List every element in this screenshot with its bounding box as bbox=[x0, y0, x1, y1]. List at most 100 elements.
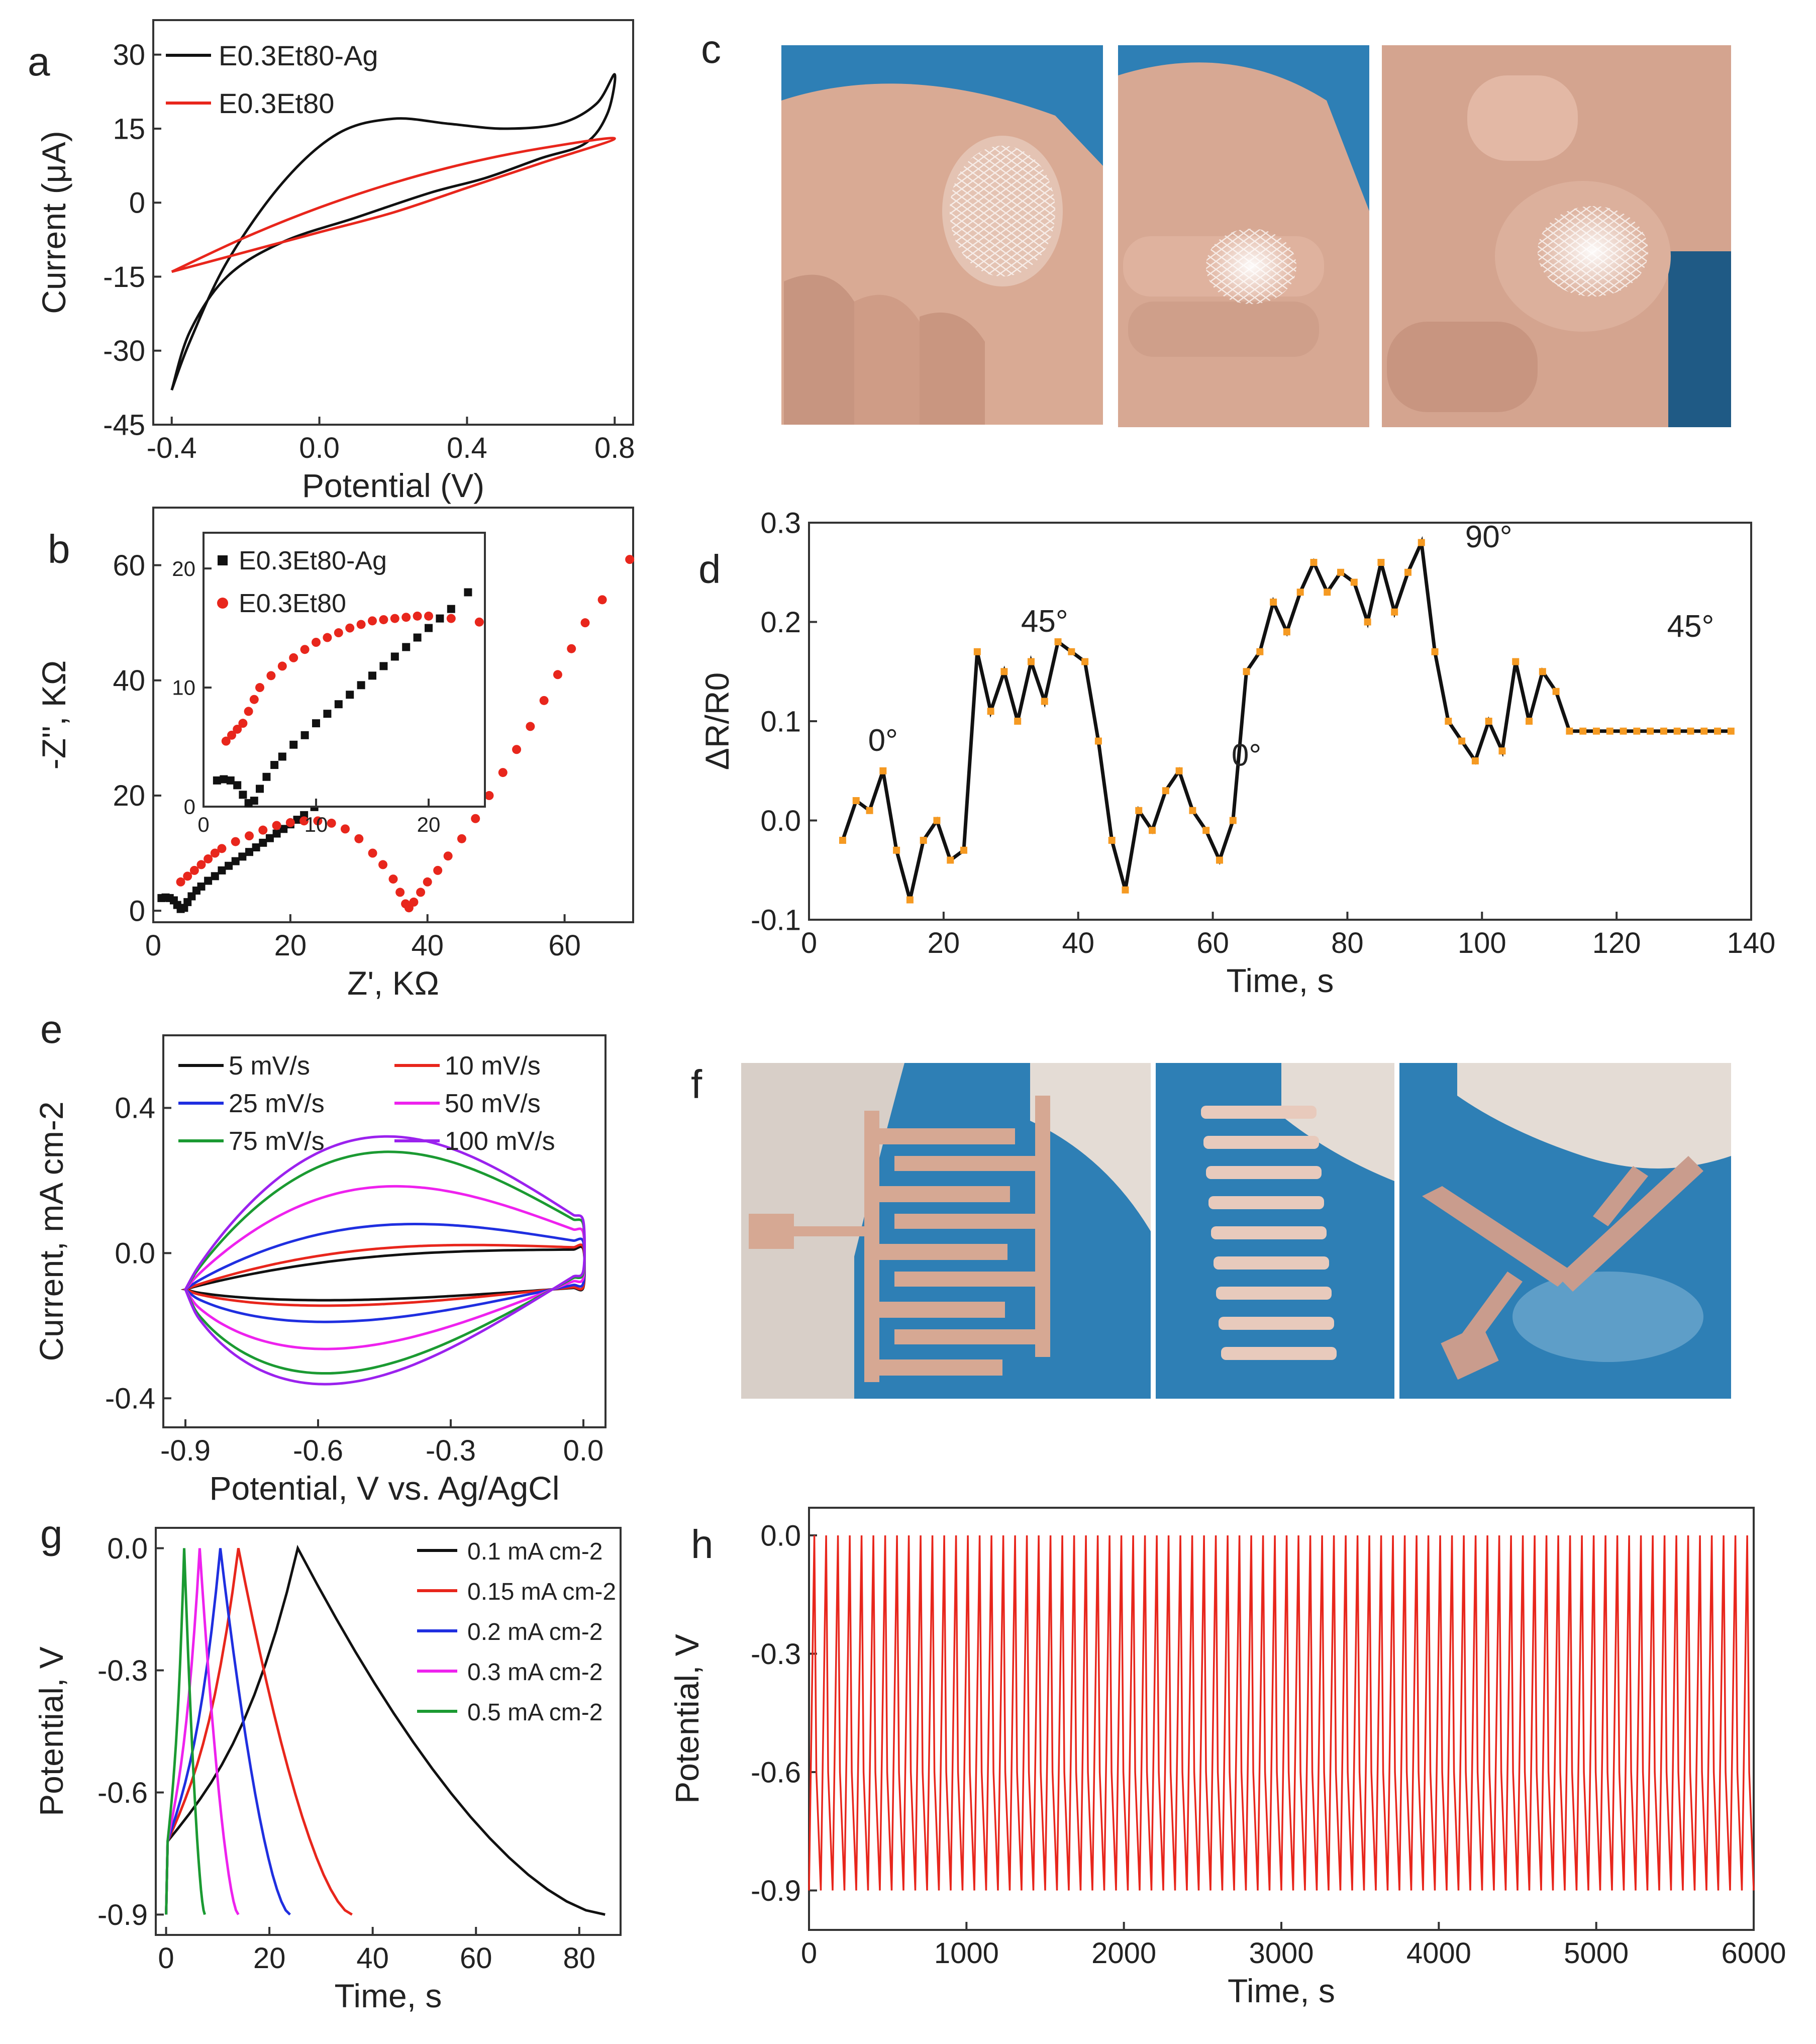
y-tick-label: 20 bbox=[172, 557, 195, 580]
x-tick-label: 0.0 bbox=[299, 432, 340, 464]
gcd-curve-5 bbox=[165, 1548, 207, 1915]
chart-h-cycling: 0 1000 2000 3000 4000 5000 6000 -0.9 -0.6 -0.3 0.0… bbox=[668, 1507, 1786, 2009]
panel-letter-f: f bbox=[691, 1062, 702, 1107]
x-tick-label: 0.4 bbox=[447, 432, 487, 464]
data-point bbox=[443, 851, 453, 861]
data-point bbox=[379, 615, 388, 624]
electrode-twisted-strips bbox=[1422, 1156, 1703, 1380]
data-point bbox=[1256, 648, 1264, 655]
data-point bbox=[270, 761, 279, 769]
x-tick-label: 60 bbox=[460, 1942, 492, 1975]
data-point bbox=[1149, 827, 1156, 834]
photo-f-twisted-electrode bbox=[1399, 1063, 1731, 1399]
data-point bbox=[1606, 727, 1613, 735]
angle-annotation: 90° bbox=[1465, 520, 1512, 554]
photo-c-fist-pinch bbox=[1382, 45, 1731, 427]
data-point bbox=[839, 837, 846, 844]
data-point bbox=[1000, 668, 1008, 675]
data-point bbox=[1081, 658, 1089, 665]
data-point bbox=[1270, 599, 1277, 606]
y-tick-label: 10 bbox=[172, 676, 195, 700]
data-point bbox=[1498, 747, 1506, 755]
y-tick-label: 0.0 bbox=[760, 805, 801, 837]
data-point bbox=[249, 695, 259, 704]
x-tick-label: 6000 bbox=[1721, 1937, 1786, 1970]
data-point bbox=[1445, 718, 1452, 725]
data-point bbox=[526, 722, 535, 731]
data-point bbox=[341, 824, 350, 834]
x-tick-label: 0 bbox=[801, 1937, 817, 1970]
legend-label: 50 mV/s bbox=[445, 1089, 541, 1118]
data-point bbox=[879, 767, 887, 774]
y-tick-label: 0.0 bbox=[115, 1237, 155, 1270]
data-point bbox=[1660, 727, 1667, 735]
x-tick-label: 100 bbox=[1458, 927, 1506, 959]
data-point bbox=[334, 700, 343, 709]
data-point bbox=[189, 865, 199, 875]
data-point bbox=[1552, 688, 1560, 695]
data-point bbox=[272, 829, 281, 838]
data-point bbox=[1337, 568, 1345, 576]
data-point bbox=[1404, 568, 1411, 576]
data-point bbox=[947, 856, 954, 864]
panel-letter-c: c bbox=[701, 27, 721, 71]
data-point bbox=[252, 843, 260, 852]
data-point bbox=[211, 872, 219, 881]
x-tick-label: 0 bbox=[158, 1942, 174, 1975]
plot-frame bbox=[155, 1527, 622, 1936]
y-tick-label: 0.2 bbox=[760, 606, 801, 639]
legend-label: 5 mV/s bbox=[229, 1051, 310, 1081]
x-tick-label: 0 bbox=[197, 813, 209, 836]
data-point bbox=[1041, 698, 1048, 705]
series-line-1 bbox=[170, 73, 617, 391]
legend-label: 100 mV/s bbox=[445, 1127, 555, 1156]
data-point bbox=[262, 772, 271, 781]
data-point bbox=[1512, 658, 1520, 665]
data-point bbox=[256, 785, 264, 793]
data-point bbox=[446, 614, 456, 623]
data-point bbox=[238, 852, 247, 861]
x-axis-label: Time, s bbox=[1227, 962, 1334, 999]
data-point bbox=[323, 633, 332, 642]
data-point bbox=[920, 837, 927, 844]
legend-label: 0.2 mA cm-2 bbox=[467, 1619, 602, 1645]
y-tick-label: 20 bbox=[113, 780, 145, 812]
y-tick-label: 0.0 bbox=[760, 1519, 801, 1552]
angle-annotation: 0° bbox=[868, 723, 898, 758]
data-point bbox=[1216, 856, 1223, 864]
data-point bbox=[567, 644, 576, 653]
data-point bbox=[312, 638, 321, 647]
data-point bbox=[378, 860, 388, 869]
y-axis-label: Potential, V bbox=[33, 1646, 70, 1816]
y-axis-label: Potential, V bbox=[668, 1634, 705, 1804]
photo-c-hand-back bbox=[781, 45, 1103, 425]
data-point bbox=[204, 854, 213, 863]
data-point bbox=[379, 662, 388, 670]
y-tick-label: -0.3 bbox=[751, 1638, 801, 1671]
legend-label: E0.3Et80 bbox=[219, 87, 334, 119]
data-point bbox=[227, 730, 236, 740]
data-point bbox=[255, 683, 264, 693]
y-tick-label: -0.1 bbox=[751, 904, 801, 936]
data-point bbox=[413, 633, 422, 642]
y-tick-label: 0 bbox=[184, 795, 195, 819]
legend-label: 25 mV/s bbox=[229, 1089, 325, 1118]
series-line-2 bbox=[171, 137, 616, 273]
data-point bbox=[401, 613, 411, 622]
legend-marker bbox=[217, 598, 228, 609]
data-point bbox=[368, 848, 377, 858]
data-point bbox=[1633, 727, 1641, 735]
chart-e-cv-rates: -0.9 -0.6 -0.3 0.0 -0.4 0.0 0.4 Potential, V vs… bbox=[33, 1034, 607, 1507]
data-point bbox=[987, 708, 994, 715]
data-point bbox=[238, 719, 248, 728]
x-axis-label: Time, s bbox=[1228, 1972, 1335, 2009]
x-tick-label: -0.9 bbox=[160, 1434, 211, 1467]
data-point bbox=[313, 816, 323, 826]
data-point bbox=[217, 844, 227, 853]
x-tick-label: 60 bbox=[548, 929, 581, 962]
data-point bbox=[498, 768, 508, 777]
data-point bbox=[933, 817, 941, 824]
y-axis-label: Current (μA) bbox=[35, 131, 72, 314]
data-point bbox=[357, 681, 365, 690]
